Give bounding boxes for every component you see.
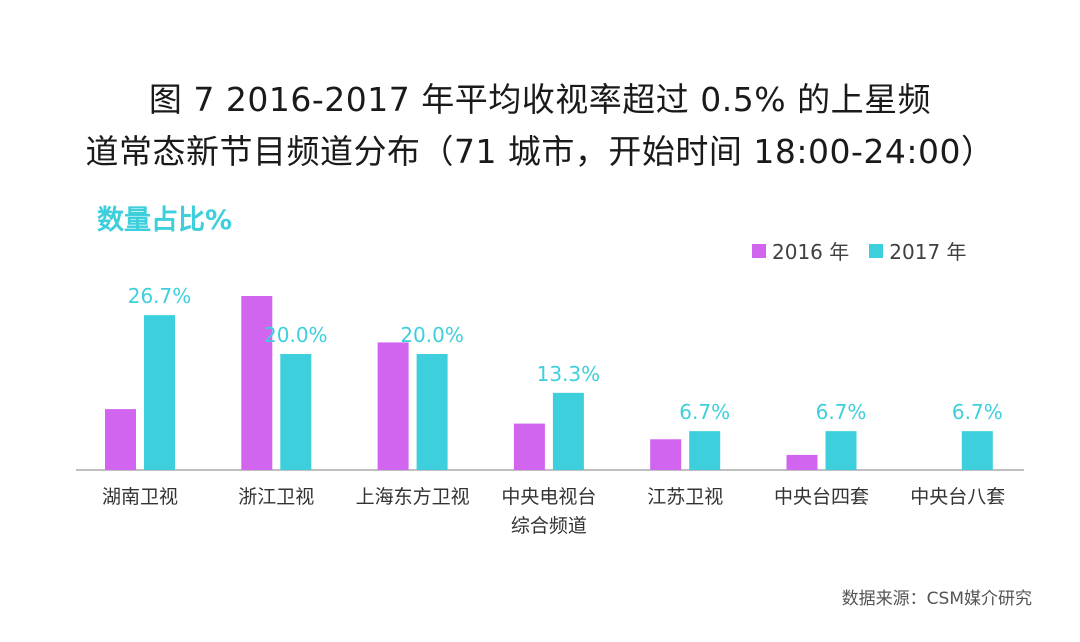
category-label-3: 中央电视台综合频道 <box>501 486 596 537</box>
bar-2017-2 <box>416 354 448 470</box>
legend-label-2017: 2017 年 <box>889 240 967 264</box>
category-label-2: 上海东方卫视 <box>356 486 470 508</box>
data-label-4: 6.7% <box>679 400 730 424</box>
y-axis-label: 数量占比% <box>97 205 233 236</box>
data-label-0: 26.7% <box>128 284 192 308</box>
bar-2017-4 <box>689 431 721 470</box>
legend-item-2017: 2017 年 <box>869 236 967 265</box>
chart-title: 图 7 2016-2017 年平均收视率超过 0.5% 的上星频 道常态新节目频… <box>0 74 1080 178</box>
legend-label-2016: 2016 年 <box>772 240 850 264</box>
data-label-5: 6.7% <box>816 400 867 424</box>
data-label-6: 6.7% <box>952 400 1003 424</box>
data-label-1: 20.0% <box>264 323 328 347</box>
bar-2017-1 <box>280 354 312 470</box>
data-label-2: 20.0% <box>400 323 464 347</box>
source-note: 数据来源：CSM媒介研究 <box>841 589 1032 609</box>
category-label-1: 浙江卫视 <box>238 486 314 508</box>
bar-2017-0 <box>144 315 175 470</box>
category-label-6: 中央台八套 <box>910 486 1005 508</box>
legend-swatch-2016 <box>752 243 766 258</box>
title-line-1: 图 7 2016-2017 年平均收视率超过 0.5% 的上星频 <box>148 80 932 119</box>
bar-2016-1 <box>241 296 273 470</box>
legend-item-2016: 2016 年 <box>752 236 849 265</box>
bar-2016-4 <box>650 439 682 470</box>
bar-2016-2 <box>377 342 409 470</box>
bar-2017-6 <box>961 431 993 470</box>
title-line-2: 道常态新节目频道分布（71 城市，开始时间 18:00-24:00） <box>85 132 995 171</box>
category-label-0: 湖南卫视 <box>102 486 178 508</box>
bar-2017-5 <box>825 431 857 470</box>
legend-swatch-2017 <box>869 243 884 258</box>
bar-2016-3 <box>513 423 545 470</box>
bar-2016-5 <box>786 454 818 470</box>
category-label-4: 江苏卫视 <box>647 486 723 508</box>
bar-2016-0 <box>105 409 136 470</box>
category-label-5: 中央台四套 <box>774 486 869 508</box>
bar-2017-3 <box>552 392 584 470</box>
legend: 2016 年 2017 年 <box>752 236 987 265</box>
data-label-3: 13.3% <box>537 362 601 386</box>
